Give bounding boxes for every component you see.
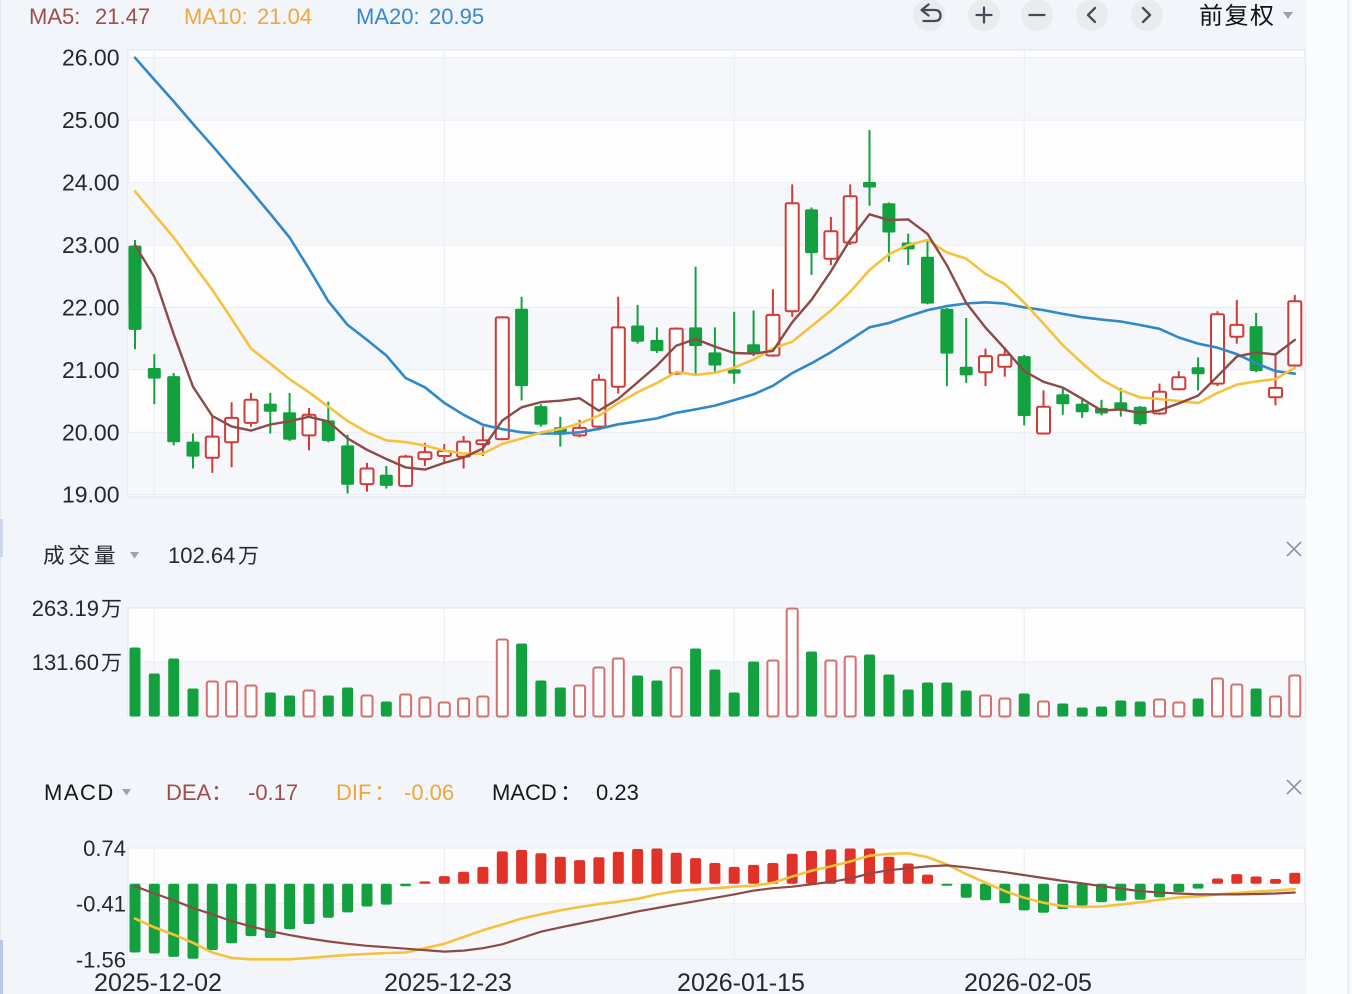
svg-text:MACD: MACD bbox=[44, 780, 115, 805]
svg-text:263.19: 263.19 bbox=[32, 596, 99, 621]
svg-text:2025-12-02: 2025-12-02 bbox=[94, 969, 222, 994]
svg-text:2026-01-15: 2026-01-15 bbox=[677, 969, 805, 994]
svg-text:0.23: 0.23 bbox=[596, 780, 639, 805]
svg-text:MACD: MACD bbox=[492, 780, 557, 805]
svg-text:-0.06: -0.06 bbox=[404, 780, 454, 805]
svg-text:102.64: 102.64 bbox=[168, 543, 235, 568]
svg-text:21.04: 21.04 bbox=[257, 4, 312, 29]
svg-text:2026-02-05: 2026-02-05 bbox=[964, 969, 1092, 994]
svg-text:MA5:: MA5: bbox=[29, 4, 80, 29]
svg-text:0.74: 0.74 bbox=[83, 836, 126, 861]
svg-text:23.00: 23.00 bbox=[62, 232, 120, 258]
svg-text:DIF: DIF bbox=[336, 780, 371, 805]
svg-text:19.00: 19.00 bbox=[62, 482, 120, 508]
svg-text:131.60: 131.60 bbox=[32, 650, 99, 675]
svg-text:22.00: 22.00 bbox=[62, 294, 120, 320]
svg-text:25.00: 25.00 bbox=[62, 107, 120, 133]
svg-text:MA10:: MA10: bbox=[184, 4, 248, 29]
svg-text:MA20:: MA20: bbox=[356, 4, 420, 29]
svg-text:DEA: DEA bbox=[166, 780, 212, 805]
svg-text:26.00: 26.00 bbox=[62, 45, 120, 71]
svg-text:-0.41: -0.41 bbox=[76, 892, 126, 917]
svg-text:24.00: 24.00 bbox=[62, 170, 120, 196]
svg-text:20.95: 20.95 bbox=[429, 4, 484, 29]
svg-text:21.00: 21.00 bbox=[62, 357, 120, 383]
svg-text:-0.17: -0.17 bbox=[248, 780, 298, 805]
svg-text:-1.56: -1.56 bbox=[76, 947, 126, 972]
svg-text:21.47: 21.47 bbox=[95, 4, 150, 29]
svg-text:2025-12-23: 2025-12-23 bbox=[384, 969, 512, 994]
svg-text:20.00: 20.00 bbox=[62, 419, 120, 445]
